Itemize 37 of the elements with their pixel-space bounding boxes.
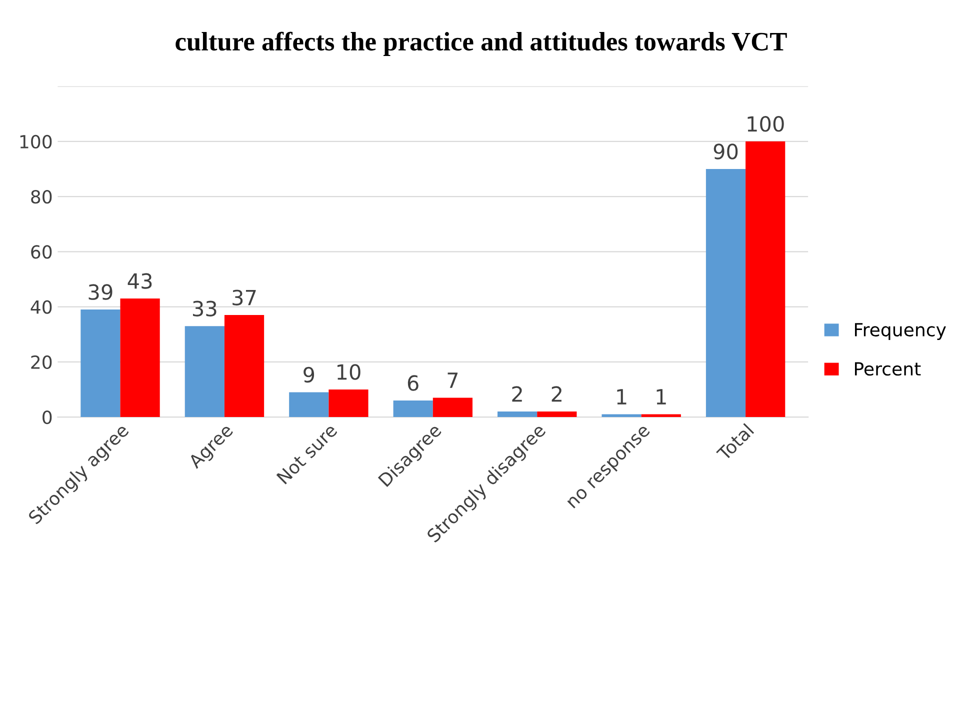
bar	[602, 414, 642, 418]
y-tick-label: 40	[30, 300, 52, 314]
data-label: 43	[128, 273, 152, 289]
bar	[80, 310, 120, 418]
bar	[393, 400, 433, 418]
bar	[184, 326, 224, 418]
y-tick-label: 60	[31, 245, 52, 259]
y-tick-label: 20	[31, 355, 52, 370]
bar	[432, 398, 472, 418]
data-label: 1	[617, 389, 626, 404]
data-label: 37	[232, 290, 256, 306]
bar	[641, 414, 681, 418]
data-label: 39	[88, 284, 112, 300]
data-label: 33	[193, 300, 216, 316]
legend-label: Percent	[854, 362, 921, 376]
bar	[498, 412, 538, 418]
y-tick-label: 0	[42, 410, 52, 424]
bar	[537, 412, 577, 418]
bar	[224, 315, 264, 418]
y-tick-label: 80	[31, 190, 52, 204]
data-label: 6	[408, 375, 418, 391]
bar	[289, 392, 329, 418]
chart-title: culture affects the practice and attitudes towards VCT	[176, 32, 787, 56]
bar	[746, 141, 786, 418]
data-label: 2	[512, 386, 522, 402]
data-label: 7	[448, 372, 458, 388]
legend-label: Frequency	[854, 323, 946, 340]
data-label: 1	[656, 389, 666, 404]
bar	[706, 168, 746, 418]
bar	[328, 389, 368, 418]
y-tick-label: 100	[20, 134, 52, 149]
bar	[120, 298, 160, 418]
data-label: 2	[552, 386, 562, 402]
data-label: 90	[714, 144, 738, 160]
data-label: 100	[748, 116, 784, 132]
data-label: 10	[338, 364, 360, 380]
data-label: 9	[304, 366, 314, 383]
